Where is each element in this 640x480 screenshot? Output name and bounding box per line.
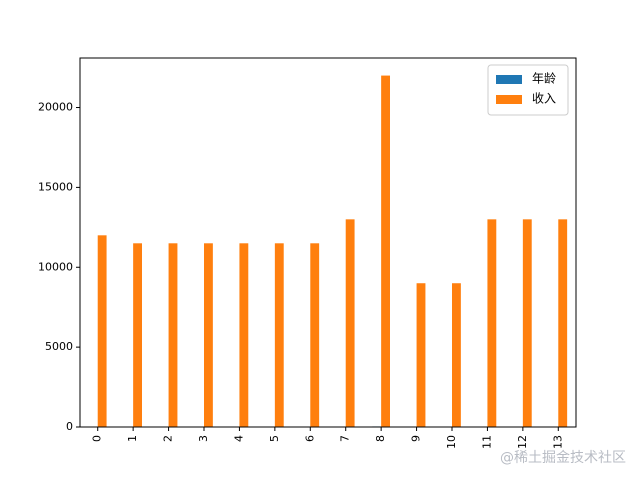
x-tick-label: 9 (410, 435, 423, 442)
legend-swatch (496, 75, 522, 84)
y-tick-label: 0 (66, 420, 73, 433)
x-tick-label: 3 (197, 435, 210, 442)
x-tick-label: 1 (126, 435, 139, 442)
x-tick-label: 7 (339, 435, 352, 442)
x-tick-label: 11 (480, 435, 493, 449)
bar (416, 283, 426, 427)
x-tick-label: 12 (516, 435, 529, 449)
bar (274, 243, 284, 427)
plot-frame (79, 57, 577, 428)
x-tick-label: 2 (162, 435, 175, 442)
bar (452, 283, 461, 427)
y-tick-label: 15000 (38, 180, 73, 193)
x-tick-label: 10 (445, 435, 458, 449)
bar (239, 243, 249, 427)
x-tick-label: 0 (91, 435, 104, 442)
y-tick-label: 10000 (38, 260, 73, 273)
bar (487, 219, 497, 427)
bar (204, 243, 213, 427)
x-tick-label: 8 (374, 435, 387, 442)
y-tick-label: 5000 (45, 340, 73, 353)
bar (558, 219, 568, 427)
bar (345, 219, 355, 427)
x-tick-label: 5 (268, 435, 281, 442)
bar (168, 243, 178, 427)
x-tick-label: 13 (551, 435, 564, 449)
x-tick-label: 6 (303, 435, 316, 442)
bar (133, 243, 142, 427)
legend-label: 年龄 (532, 72, 556, 86)
legend-swatch (496, 95, 522, 104)
bar (310, 243, 320, 427)
bar (97, 235, 107, 427)
bar (381, 75, 390, 428)
legend-label: 收入 (532, 92, 556, 106)
watermark: @稀土掘金技术社区 (500, 450, 626, 466)
y-tick-label: 20000 (38, 101, 73, 114)
x-tick-label: 4 (232, 435, 245, 442)
bar (522, 219, 532, 427)
